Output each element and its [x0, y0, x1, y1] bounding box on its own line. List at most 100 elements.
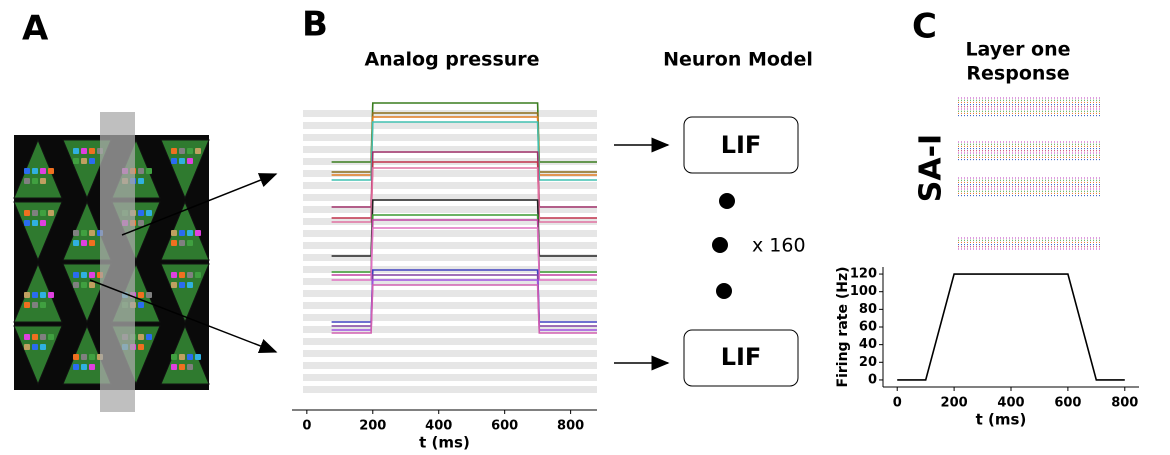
arrow: [121, 173, 278, 236]
taxel: [48, 168, 54, 174]
multiplier: x 160: [752, 235, 806, 257]
taxel: [32, 334, 38, 340]
taxel: [73, 364, 79, 370]
series-line: [331, 151, 597, 208]
sensor-tile: [62, 139, 112, 200]
taxel: [138, 210, 144, 216]
taxel: [32, 344, 38, 350]
panel-title: Layer one: [965, 39, 1070, 61]
taxel: [187, 240, 193, 246]
taxel: [81, 148, 87, 154]
stripe: [303, 302, 597, 309]
series-line: [331, 112, 597, 173]
stripe: [303, 254, 597, 261]
y-tick-label: 0: [868, 372, 877, 387]
stripe: [303, 374, 597, 381]
taxel: [24, 220, 30, 226]
taxel: [81, 282, 87, 288]
taxel: [179, 354, 185, 360]
x-tick-label: 400: [997, 396, 1024, 411]
arrow: [89, 279, 278, 354]
series-line: [331, 116, 597, 176]
taxel: [40, 168, 46, 174]
taxel: [179, 230, 185, 236]
taxel: [32, 220, 38, 226]
taxel: [40, 344, 46, 350]
taxel: [179, 240, 185, 246]
taxel: [179, 282, 185, 288]
taxel: [171, 158, 177, 164]
stripe: [303, 206, 597, 213]
taxel: [171, 272, 177, 278]
taxel: [81, 240, 87, 246]
taxel: [32, 302, 38, 308]
taxel: [81, 158, 87, 164]
stripe: [303, 230, 597, 237]
taxel: [138, 292, 144, 298]
contact-strip: [100, 112, 135, 412]
taxel: [40, 220, 46, 226]
taxel: [40, 178, 46, 184]
stripe: [303, 290, 597, 297]
taxel: [24, 168, 30, 174]
series-line: [897, 273, 1125, 381]
series-line: [331, 284, 597, 334]
x-tick-label: 800: [557, 419, 584, 434]
taxel: [187, 364, 193, 370]
taxel: [171, 230, 177, 236]
taxel: [24, 178, 30, 184]
sensor-image: [13, 112, 210, 412]
taxel: [73, 230, 79, 236]
dot: [719, 193, 735, 209]
y-tick-label: 120: [850, 267, 877, 282]
x-tick-label: 0: [302, 419, 311, 434]
taxel: [32, 178, 38, 184]
taxel: [40, 302, 46, 308]
dot: [712, 237, 728, 253]
taxel: [179, 148, 185, 154]
y-axis-label: Firing rate (Hz): [835, 266, 851, 387]
raster: [958, 97, 1102, 250]
taxel: [48, 292, 54, 298]
x-tick-label: 600: [1054, 396, 1081, 411]
taxel: [138, 302, 144, 308]
taxel: [24, 292, 30, 298]
stripe: [303, 134, 597, 141]
panel-title: Response: [966, 63, 1069, 85]
stripe: [303, 182, 597, 189]
y-tick-label: 100: [850, 284, 877, 299]
taxel: [146, 334, 152, 340]
taxel: [146, 210, 152, 216]
taxel: [195, 230, 201, 236]
sensor-tile: [13, 325, 63, 386]
taxel: [146, 168, 152, 174]
stripe: [303, 146, 597, 153]
taxel: [24, 344, 30, 350]
taxel: [73, 354, 79, 360]
taxel: [171, 148, 177, 154]
lif-label: LIF: [721, 343, 762, 371]
y-tick-label: 20: [859, 355, 877, 370]
taxel: [48, 210, 54, 216]
taxel: [179, 272, 185, 278]
lif-box: [683, 329, 799, 387]
taxel: [40, 210, 46, 216]
taxel: [138, 334, 144, 340]
lif-label: LIF: [721, 131, 762, 159]
sensor-tile: [13, 201, 63, 262]
y-tick-label: 60: [859, 320, 877, 335]
taxel: [195, 354, 201, 360]
taxel: [187, 230, 193, 236]
panel-letter: B: [302, 5, 328, 45]
series-line: [331, 279, 597, 331]
taxel: [195, 148, 201, 154]
taxel: [89, 148, 95, 154]
panel-letter: C: [912, 7, 937, 47]
x-tick-label: 200: [941, 396, 968, 411]
taxel: [73, 148, 79, 154]
taxel: [81, 354, 87, 360]
panel-letter: A: [22, 9, 49, 49]
taxel: [187, 354, 193, 360]
series-line: [331, 102, 597, 163]
